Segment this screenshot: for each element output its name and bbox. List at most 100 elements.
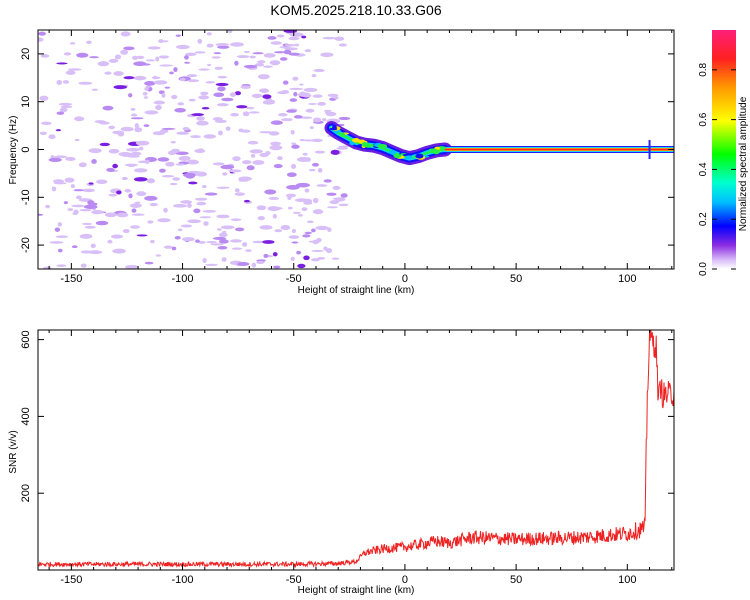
noise-speckle xyxy=(180,200,193,204)
noise-speckle xyxy=(289,98,298,102)
signal-blob xyxy=(332,125,337,130)
noise-speckle xyxy=(54,155,68,159)
noise-speckle xyxy=(177,102,185,106)
noise-speckle xyxy=(48,134,56,140)
noise-speckle xyxy=(126,147,140,152)
x-tick-label: 50 xyxy=(510,273,522,285)
noise-speckle xyxy=(174,236,181,240)
noise-speckle xyxy=(302,152,308,156)
noise-speckle xyxy=(314,150,326,154)
noise-speckle xyxy=(216,103,229,107)
noise-speckle xyxy=(126,154,141,158)
noise-speckle xyxy=(207,63,212,67)
noise-speckle xyxy=(97,61,110,67)
noise-speckle xyxy=(88,56,100,59)
noise-speckle xyxy=(62,80,70,84)
noise-speckle xyxy=(179,77,186,82)
noise-speckle xyxy=(290,256,295,261)
noise-speckle xyxy=(230,239,242,243)
noise-speckle xyxy=(213,92,225,97)
noise-speckle xyxy=(172,177,181,181)
noise-speckle xyxy=(267,206,280,212)
noise-speckle xyxy=(320,52,334,58)
noise-speckle xyxy=(108,125,116,130)
noise-speckle xyxy=(293,115,303,119)
noise-speckle xyxy=(303,139,315,142)
snr-series-line xyxy=(38,330,674,569)
noise-speckle xyxy=(272,213,277,219)
noise-speckle xyxy=(218,232,228,238)
noise-speckle xyxy=(173,67,178,73)
noise-speckle xyxy=(102,105,114,111)
noise-speckle xyxy=(175,163,185,166)
noise-speckle xyxy=(138,160,150,164)
noise-speckle xyxy=(230,112,239,117)
noise-speckle xyxy=(338,43,347,47)
x-tick-label: -150 xyxy=(60,574,82,586)
noise-speckle xyxy=(252,52,264,55)
noise-speckle xyxy=(288,36,300,41)
noise-speckle xyxy=(310,258,320,262)
noise-speckle xyxy=(291,142,297,145)
noise-speckle xyxy=(39,131,47,136)
noise-speckle xyxy=(257,216,265,221)
noise-speckle xyxy=(327,206,338,209)
noise-speckle xyxy=(229,92,237,97)
noise-speckle xyxy=(325,111,337,117)
noise-speckle xyxy=(249,55,256,59)
noise-speckle xyxy=(155,56,160,62)
noise-speckle xyxy=(80,263,87,268)
noise-speckle xyxy=(220,225,235,230)
noise-speckle xyxy=(52,179,65,184)
colorbar-tick-label: 0.0 xyxy=(698,262,709,276)
noise-speckle xyxy=(163,207,168,213)
noise-speckle xyxy=(129,203,142,208)
noise-speckle xyxy=(300,91,306,96)
noise-speckle xyxy=(238,179,249,182)
noise-speckle xyxy=(153,100,166,105)
noise-speckle xyxy=(330,149,340,155)
noise-speckle xyxy=(308,240,321,243)
noise-speckle xyxy=(291,144,300,149)
noise-speckle xyxy=(204,192,218,196)
noise-speckle xyxy=(202,257,207,263)
y-tick-label: 10 xyxy=(20,96,32,108)
x-tick-label: -100 xyxy=(172,574,194,586)
noise-speckle xyxy=(91,88,99,91)
noise-speckle xyxy=(243,50,250,54)
figure-title: KOM5.2025.218.10.33.G06 xyxy=(270,2,441,18)
noise-speckle xyxy=(331,257,340,260)
colorbar: 0.0 0.2 0.4 0.6 0.8 Normalized spectral ampl… xyxy=(698,30,749,276)
noise-speckle xyxy=(252,240,265,244)
noise-speckle xyxy=(206,43,214,48)
noise-speckle xyxy=(234,91,242,96)
noise-speckle xyxy=(190,135,201,139)
noise-speckle xyxy=(327,227,332,233)
noise-speckle xyxy=(282,80,289,85)
noise-speckle xyxy=(270,141,282,146)
signal-blob xyxy=(352,138,360,143)
noise-speckle xyxy=(317,167,323,173)
noise-speckle xyxy=(165,161,175,167)
noise-speckle xyxy=(75,195,82,200)
noise-speckle xyxy=(287,206,293,210)
noise-speckle xyxy=(125,264,139,269)
noise-speckle xyxy=(130,108,136,111)
noise-speckle xyxy=(288,52,300,56)
noise-speckle xyxy=(294,43,300,47)
x-tick-label: 0 xyxy=(402,273,408,285)
noise-speckle xyxy=(88,182,94,185)
noise-speckle xyxy=(82,222,93,226)
noise-speckle xyxy=(187,203,192,209)
x-tick-label: -100 xyxy=(172,273,194,285)
colorbar-tick-label: 0.4 xyxy=(698,162,709,176)
noise-speckle xyxy=(176,44,190,50)
noise-speckle xyxy=(338,203,349,207)
signal-blob xyxy=(415,153,424,159)
noise-speckle xyxy=(251,93,263,98)
noise-speckle xyxy=(279,57,288,61)
snr-plot-area xyxy=(38,330,674,570)
noise-speckle xyxy=(301,207,308,211)
colorbar-tick-label: 0.8 xyxy=(698,62,709,76)
noise-speckle xyxy=(186,159,199,165)
